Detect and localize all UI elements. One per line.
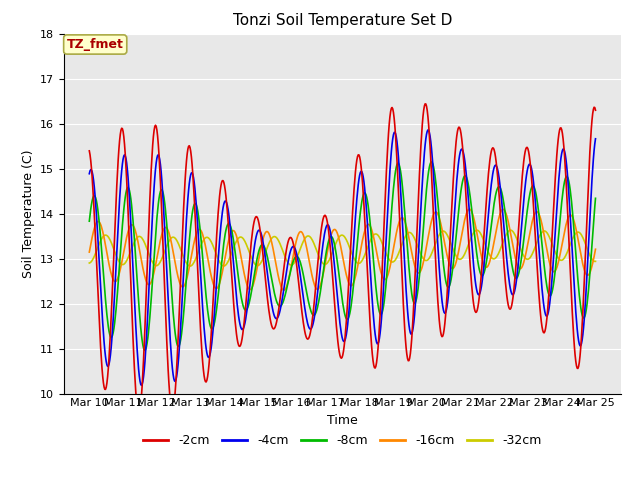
X-axis label: Time: Time [327, 414, 358, 427]
Text: TZ_fmet: TZ_fmet [67, 38, 124, 51]
Y-axis label: Soil Temperature (C): Soil Temperature (C) [22, 149, 35, 278]
Legend: -2cm, -4cm, -8cm, -16cm, -32cm: -2cm, -4cm, -8cm, -16cm, -32cm [138, 429, 547, 452]
Title: Tonzi Soil Temperature Set D: Tonzi Soil Temperature Set D [233, 13, 452, 28]
